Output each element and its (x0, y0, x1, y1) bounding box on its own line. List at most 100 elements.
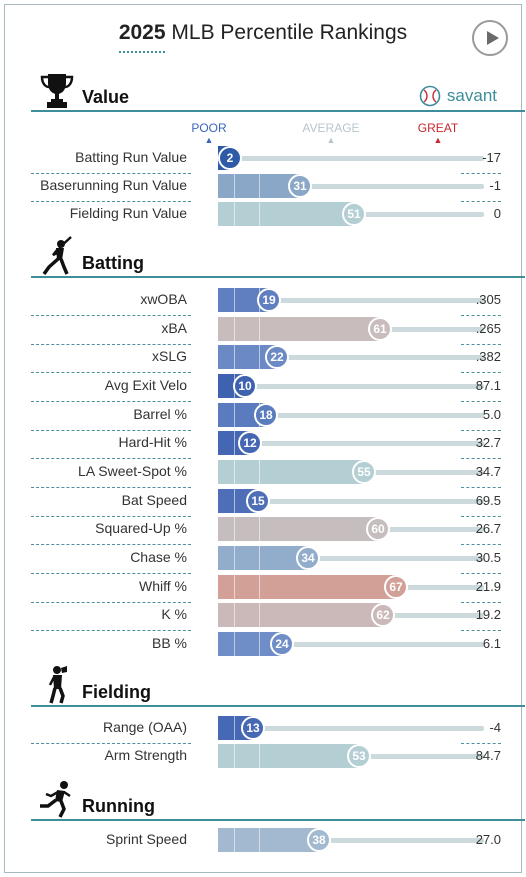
percentile-badge: 2 (218, 146, 242, 170)
metric-row-squared-up[interactable]: Squared-Up % 60 26.7 (31, 517, 525, 546)
play-button[interactable] (472, 20, 508, 56)
metric-value: 0 (493, 206, 501, 221)
percentile-track (218, 383, 484, 389)
row-divider (31, 315, 191, 316)
section-header-running: Running (31, 781, 525, 821)
section-divider (31, 276, 525, 278)
savant-logo-link[interactable]: savant (446, 86, 497, 105)
metric-label: Arm Strength (104, 747, 187, 763)
row-divider (31, 601, 191, 603)
percentile-badge: 19 (257, 288, 281, 312)
page-title: 2025 MLB Percentile Rankings (118, 21, 408, 53)
metric-row-xba[interactable]: xBA 61 .265 (31, 316, 525, 345)
trophy-icon (40, 74, 74, 108)
metric-label: Hard-Hit % (118, 434, 187, 451)
title-year: 2025 (118, 21, 166, 44)
metric-row-bat-speed[interactable]: Bat Speed 15 69.5 (31, 488, 525, 517)
metric-row-chase[interactable]: Chase % 34 30.5 (31, 545, 525, 574)
metric-value: .265 (475, 320, 501, 336)
row-divider (31, 572, 191, 574)
bar-tick (234, 174, 235, 198)
percentile-badge: 55 (352, 459, 376, 484)
bar-tick (234, 202, 235, 226)
metric-label: xBA (161, 319, 187, 336)
metric-value: .305 (475, 292, 501, 307)
percentile-bar (218, 574, 396, 599)
percentile-badge: 38 (307, 828, 331, 852)
metric-row-k[interactable]: K % 62 19.2 (31, 603, 525, 632)
metric-label: Squared-Up % (95, 520, 187, 537)
batter-icon (42, 236, 72, 276)
row-divider (31, 343, 191, 345)
metric-row-bb[interactable]: BB % 24 6.1 (31, 631, 525, 656)
section-header-batting: Batting (31, 236, 525, 278)
metric-value: 30.5 (475, 549, 501, 565)
metric-row-xwoba[interactable]: xwOBA 19 .305 (31, 288, 525, 316)
row-divider (31, 544, 191, 546)
metric-row-la-sweet-spot[interactable]: LA Sweet-Spot % 55 34.7 (31, 459, 525, 488)
legend-great-marker-icon: ▲ (433, 135, 443, 145)
row-divider (461, 173, 501, 174)
percentile-track (218, 726, 484, 731)
metric-row-avg-exit-velo[interactable]: Avg Exit Velo 10 87.1 (31, 373, 525, 402)
percentile-track (218, 838, 484, 843)
title-area: 2025 MLB Percentile Rankings (5, 21, 521, 53)
metric-row-barrel[interactable]: Barrel % 18 5.0 (31, 402, 525, 431)
metric-row-hard-hit[interactable]: Hard-Hit % 12 32.7 (31, 431, 525, 460)
metric-label: BB % (151, 634, 187, 651)
metric-value: 32.7 (475, 435, 501, 451)
percentile-badge: 51 (342, 202, 366, 226)
bar-tick (259, 828, 260, 852)
percentile-badge: 53 (347, 744, 371, 768)
metric-value: 26.7 (475, 521, 501, 537)
section-header-value: Value savant (31, 72, 525, 112)
metric-value: 87.1 (475, 377, 501, 393)
legend-poor-marker-icon: ▲ (204, 135, 214, 145)
title-text: MLB Percentile Rankings (171, 21, 408, 44)
percentile-bar (218, 517, 378, 542)
legend-great: GREAT ▲ (398, 121, 478, 145)
section-divider (31, 110, 525, 112)
metric-row-sprint-speed[interactable]: Sprint Speed 38 27.0 (31, 828, 525, 852)
row-divider (31, 630, 191, 632)
percentile-badge: 34 (296, 545, 320, 570)
metric-value: 19.2 (475, 607, 501, 623)
metric-value: 27.0 (475, 832, 501, 847)
percentile-badge: 31 (288, 174, 312, 198)
row-divider (31, 201, 191, 202)
metric-row-arm-strength[interactable]: Arm Strength 53 84.7 (31, 744, 525, 768)
row-divider (461, 343, 501, 345)
metric-row-whiff[interactable]: Whiff % 67 21.9 (31, 574, 525, 603)
legend-poor-label: POOR (191, 121, 227, 135)
percentile-track (218, 555, 484, 561)
metric-label: Bat Speed (121, 491, 187, 508)
metric-label: K % (161, 606, 187, 623)
percentile-track (218, 184, 484, 189)
metric-row-baserunning-run-value[interactable]: Baserunning Run Value 31 -1 (31, 174, 525, 202)
percentile-bar (218, 828, 319, 852)
metric-value: 84.7 (475, 748, 501, 763)
row-divider (461, 630, 501, 632)
section-title-value: Value (82, 87, 130, 107)
bar-tick (234, 288, 235, 312)
percentile-bar (218, 174, 300, 198)
legend-average-marker-icon: ▲ (326, 135, 336, 145)
bar-tick (234, 631, 235, 656)
metric-label: Batting Run Value (75, 149, 187, 165)
row-divider (461, 544, 501, 546)
metric-value: .382 (475, 349, 501, 365)
metric-value: 69.5 (475, 492, 501, 508)
metric-row-range-oaa[interactable]: Range (OAA) 13 -4 (31, 716, 525, 744)
bar-tick (259, 202, 260, 226)
metric-row-fielding-run-value[interactable]: Fielding Run Value 51 0 (31, 202, 525, 226)
bar-tick (259, 517, 260, 542)
metric-label: Barrel % (133, 405, 187, 422)
metric-row-xslg[interactable]: xSLG 22 .382 (31, 345, 525, 374)
bar-tick (234, 488, 235, 513)
row-divider (461, 400, 501, 402)
percentile-track (218, 298, 484, 303)
metric-row-batting-run-value[interactable]: Batting Run Value 2 -17 (31, 146, 525, 174)
row-divider (461, 458, 501, 460)
metric-value: 6.1 (482, 635, 501, 651)
section-title-batting: Batting (82, 253, 144, 273)
